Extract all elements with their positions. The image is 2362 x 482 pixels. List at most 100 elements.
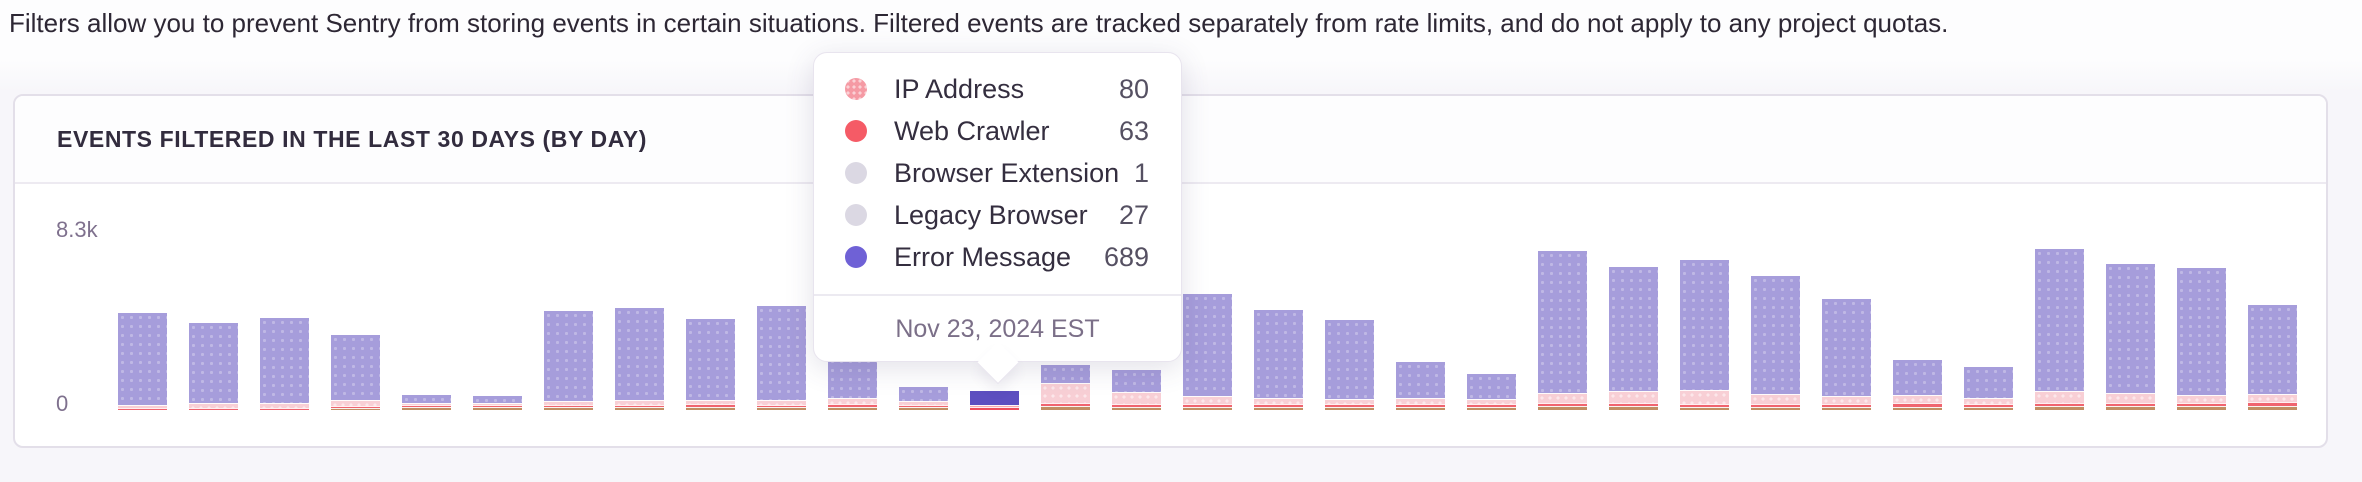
bar-segment-brown: [1254, 407, 1303, 410]
chart-bar[interactable]: [1822, 299, 1871, 410]
bar-segment-brown: [473, 407, 522, 410]
bar-segment-pink: [757, 400, 806, 405]
chart-bar[interactable]: [2177, 268, 2226, 410]
chart-bar[interactable]: [1183, 294, 1232, 410]
bar-segment-pink: [2106, 393, 2155, 403]
bar-segment-purple: [970, 391, 1019, 405]
chart-bar[interactable]: [899, 387, 948, 410]
bar-segment-purple: [615, 308, 664, 400]
chart-bar[interactable]: [1680, 260, 1729, 410]
tooltip-row: Web Crawler 63: [814, 110, 1181, 152]
chart-bar[interactable]: [1467, 374, 1516, 410]
bar-segment-purple: [1325, 320, 1374, 399]
chart-bar[interactable]: [2106, 264, 2155, 410]
bar-segment-brown: [2106, 406, 2155, 410]
bar-segment-red: [899, 405, 948, 407]
bar-segment-pink: [1112, 392, 1161, 404]
chart-bar[interactable]: [118, 313, 167, 410]
chart-bar[interactable]: [1254, 310, 1303, 410]
bar-segment-pink: [189, 403, 238, 408]
bar-segment-red: [686, 404, 735, 407]
bar-segment-pink: [1751, 394, 1800, 404]
bar-segment-purple: [1396, 362, 1445, 398]
bar-segment-brown: [615, 407, 664, 410]
chart-bar[interactable]: [544, 311, 593, 410]
chart-bar[interactable]: [686, 319, 735, 410]
bar-segment-pink: [1609, 391, 1658, 403]
chart-bar[interactable]: [1964, 367, 2013, 410]
chart-bar[interactable]: [757, 306, 806, 410]
tooltip-row: Error Message 689: [814, 236, 1181, 278]
bar-segment-red: [2035, 403, 2084, 406]
series-dot-icon: [845, 204, 867, 226]
bar-segment-pink: [1396, 398, 1445, 404]
bar-segment-red: [544, 405, 593, 407]
bar-segment-brown: [2035, 406, 2084, 410]
chart-bar[interactable]: [1112, 370, 1161, 410]
bar-segment-red: [2177, 403, 2226, 406]
series-label: Error Message: [894, 241, 1072, 272]
bar-segment-purple: [1538, 251, 1587, 393]
bar-segment-red: [1112, 404, 1161, 407]
chart-bar[interactable]: [1325, 320, 1374, 410]
bar-segment-purple: [2248, 305, 2297, 394]
series-label: IP Address: [894, 73, 1025, 104]
bar-segment-red: [1254, 404, 1303, 407]
bar-segment-brown: [1538, 406, 1587, 410]
bar-segment-pink: [1964, 398, 2013, 404]
bar-segment-purple: [2035, 249, 2084, 391]
chart-bar[interactable]: [331, 335, 380, 410]
y-axis-max-label: 8.3k: [56, 217, 98, 242]
chart-bar[interactable]: [260, 318, 309, 410]
filtered-events-bar-chart: 8.3k 0: [15, 184, 2326, 446]
series-label: Web Crawler: [894, 115, 1050, 146]
chart-bar-hovered[interactable]: [970, 391, 1019, 410]
tooltip-row: Legacy Browser 27: [814, 194, 1181, 236]
bar-segment-brown: [1609, 406, 1658, 410]
bar-segment-red: [473, 405, 522, 407]
series-dot-icon: [845, 78, 867, 100]
bar-segment-pink: [118, 405, 167, 408]
bar-segment-pink: [1680, 390, 1729, 404]
series-dot-icon: [845, 246, 867, 268]
series-dot-icon: [845, 162, 867, 184]
chart-bar[interactable]: [2035, 249, 2084, 410]
bar-segment-red: [1538, 403, 1587, 406]
chart-bar[interactable]: [1751, 276, 1800, 410]
y-axis-zero-label: 0: [56, 391, 69, 416]
bar-segment-pink: [544, 401, 593, 405]
series-label: Legacy Browser: [894, 199, 1088, 230]
bar-segment-purple: [1680, 260, 1729, 390]
bar-segment-pink: [2177, 395, 2226, 403]
bar-segment-brown: [1680, 407, 1729, 410]
chart-bar[interactable]: [1041, 365, 1090, 410]
bar-segment-purple: [1254, 310, 1303, 398]
chart-bar[interactable]: [1538, 251, 1587, 410]
chart-bar[interactable]: [828, 357, 877, 410]
chart-bar[interactable]: [1609, 267, 1658, 410]
bar-segment-brown: [1822, 407, 1871, 410]
bar-segment-purple: [828, 357, 877, 398]
chart-bar[interactable]: [473, 396, 522, 410]
tooltip-divider: [814, 294, 1181, 296]
chart-bar[interactable]: [1893, 360, 1942, 410]
chart-tooltip: IP Address 80 Web Crawler 63 Browser Extensi…: [813, 52, 1182, 362]
series-label: Browser Extension: [894, 157, 1120, 188]
bar-segment-purple: [1183, 294, 1232, 396]
chart-bar[interactable]: [1396, 362, 1445, 410]
bar-segment-red: [1467, 404, 1516, 407]
tooltip-series-list: IP Address 80 Web Crawler 63 Browser Extensi…: [814, 53, 1181, 278]
bar-segment-red: [331, 406, 380, 408]
bar-segment-purple: [402, 395, 451, 403]
bar-segment-pink: [686, 400, 735, 404]
chart-bar[interactable]: [2248, 305, 2297, 410]
bar-segment-brown: [1964, 407, 2013, 410]
bar-segment-red: [1609, 403, 1658, 406]
chart-bar[interactable]: [189, 323, 238, 410]
filters-description-text: Filters allow you to prevent Sentry from…: [9, 8, 1949, 38]
bar-segment-purple: [1112, 370, 1161, 392]
chart-bar[interactable]: [615, 308, 664, 410]
bar-segment-pink: [1041, 383, 1090, 403]
bar-segment-purple: [2177, 268, 2226, 395]
chart-bar[interactable]: [402, 395, 451, 410]
